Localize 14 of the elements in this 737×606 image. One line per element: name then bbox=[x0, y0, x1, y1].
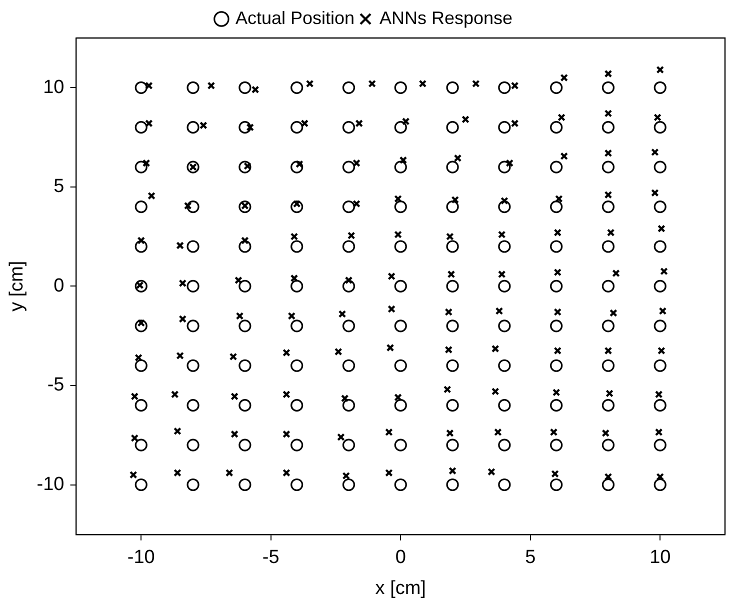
y-axis-title: y [cm] bbox=[6, 260, 28, 312]
x-axis-title: x [cm] bbox=[375, 578, 426, 599]
x-tick-label: -10 bbox=[127, 547, 155, 568]
x-tick-label: 10 bbox=[650, 547, 671, 568]
y-tick-label: 0 bbox=[54, 275, 64, 296]
y-tick-label: -5 bbox=[47, 374, 64, 396]
x-tick-label: 5 bbox=[525, 547, 536, 568]
y-tick-label: -10 bbox=[36, 474, 64, 495]
x-tick-label: -5 bbox=[262, 547, 280, 568]
x-tick-label: 0 bbox=[395, 547, 406, 568]
legend-label: ANNs Response bbox=[380, 8, 513, 28]
y-tick-label: 5 bbox=[54, 176, 64, 198]
legend-label: Actual Position bbox=[235, 8, 355, 28]
y-tick-label: 10 bbox=[43, 76, 64, 98]
